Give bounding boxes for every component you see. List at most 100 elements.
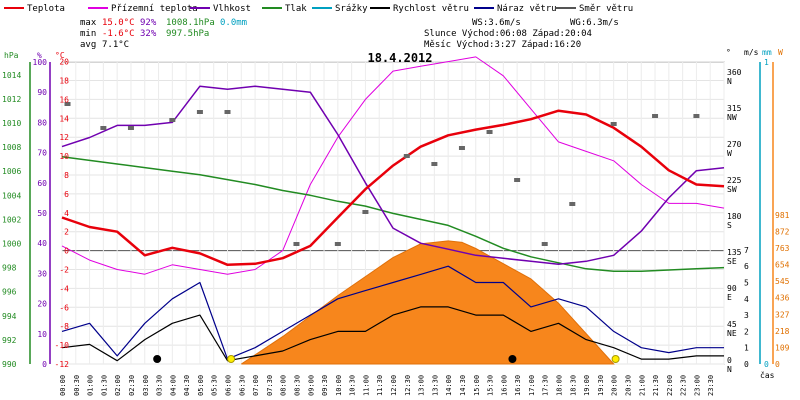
legend-label: Rychlost větru: [393, 4, 469, 14]
tick-temperature: 0: [64, 247, 69, 256]
tick-ms: 4: [744, 295, 749, 304]
tick-w: 436: [775, 294, 790, 303]
tick-temperature: 12: [59, 133, 69, 142]
tick-time: 13:30: [431, 375, 439, 396]
axis-label-humidity: %: [37, 51, 42, 60]
tick-temperature: 8: [64, 171, 69, 180]
tick-w: 109: [775, 343, 790, 352]
wind-direction-point: [100, 126, 107, 130]
tick-direction: 180: [727, 212, 742, 221]
tick-w: 981: [775, 211, 790, 220]
wind-direction-point: [334, 242, 341, 246]
tick-time: 21:00: [638, 375, 646, 396]
stat-min-press: 997.5hPa: [166, 29, 209, 39]
tick-time: 19:30: [597, 375, 605, 396]
tick-time: 04:00: [169, 375, 177, 396]
tick-w: 0: [775, 360, 780, 369]
stat-avg-label: avg: [80, 40, 96, 50]
tick-direction-name: NE: [727, 329, 737, 338]
tick-time: 21:30: [652, 375, 660, 396]
tick-humidity: 90: [37, 88, 47, 97]
tick-humidity: 0: [42, 360, 47, 369]
axis-label-direction: °: [726, 48, 731, 57]
stats-block: max 15.0°C 92% 1008.1hPa 0.0mm min -1.6°…: [80, 18, 619, 50]
stat-max-temp: 15.0°C: [102, 18, 135, 28]
axes: hPa% °C1014101210101008100610041002100099…: [2, 48, 790, 396]
tick-time: 09:30: [321, 375, 329, 396]
legend-label: Náraz větru: [497, 4, 557, 14]
tick-hpa: 996: [2, 288, 17, 297]
stat-min-temp: -1.6°C: [102, 29, 135, 39]
tick-temperature: 10: [59, 152, 69, 161]
tick-direction-name: S: [727, 221, 732, 230]
tick-time: 02:00: [114, 375, 122, 396]
series-lines: [61, 56, 725, 363]
tick-temperature: 4: [64, 209, 69, 218]
stat-avg-temp: 7.1°C: [102, 40, 129, 50]
tick-temperature: 6: [64, 190, 69, 199]
tick-w: 872: [775, 227, 790, 236]
tick-w: 654: [775, 261, 790, 270]
wind-direction-point: [64, 102, 71, 106]
stat-min-label: min: [80, 29, 96, 39]
tick-time: 13:00: [418, 375, 426, 396]
tick-time: 17:30: [542, 375, 550, 396]
tick-humidity: 100: [33, 58, 48, 67]
tick-time: 14:00: [445, 375, 453, 396]
stat-sun: Slunce Východ:06:08 Západ:20:04: [424, 29, 592, 39]
axis-label-hpa: hPa: [4, 51, 19, 60]
wind-direction-point: [224, 110, 231, 114]
tick-time: 03:00: [142, 375, 150, 396]
solar-area: [241, 240, 615, 365]
tick-time: 22:00: [666, 375, 674, 396]
tick-time: 10:00: [335, 375, 343, 396]
wind-direction-point: [514, 178, 521, 182]
tick-humidity: 40: [37, 239, 47, 248]
tick-time: 14:30: [459, 375, 467, 396]
tick-direction: 90: [727, 284, 737, 293]
wind-direction-point: [486, 130, 493, 134]
tick-temperature: 2: [64, 228, 69, 237]
tick-time: 08:30: [293, 375, 301, 396]
tick-hpa: 1000: [2, 240, 21, 249]
tick-direction-name: E: [727, 293, 732, 302]
tick-mm: 0: [764, 360, 769, 369]
tick-hpa: 998: [2, 264, 17, 273]
sunset-icon: [611, 355, 620, 363]
tick-direction: 270: [727, 140, 742, 149]
tick-time: 17:00: [528, 375, 536, 396]
tick-ms: 2: [744, 327, 749, 336]
series-humidity: [61, 85, 725, 266]
tick-hpa: 1008: [2, 143, 21, 152]
tick-time: 02:30: [128, 375, 136, 396]
tick-direction-name: SE: [727, 257, 737, 266]
tick-direction: 360: [727, 68, 742, 77]
tick-hpa: 1002: [2, 215, 21, 224]
wind-direction-point: [458, 146, 465, 150]
series-ground-temperature: [61, 56, 725, 275]
stat-max-press: 1008.1hPa: [166, 18, 215, 28]
tick-ms: 0: [744, 360, 749, 369]
tick-time: 01:30: [100, 375, 108, 396]
tick-time: 03:30: [156, 375, 164, 396]
tick-hpa: 1010: [2, 119, 21, 128]
tick-direction: 0: [727, 356, 732, 365]
tick-direction: 135: [727, 248, 742, 257]
tick-hpa: 1006: [2, 167, 21, 176]
moonset-icon: [508, 355, 517, 363]
tick-direction: 315: [727, 104, 742, 113]
tick-time: 05:00: [197, 375, 205, 396]
axis-label-ms: m/s: [744, 48, 759, 57]
tick-direction-name: N: [727, 365, 732, 374]
legend-label: Srážky: [335, 4, 368, 14]
series-wind-gust: [61, 265, 724, 360]
tick-direction-name: SW: [727, 185, 737, 194]
tick-time: 00:30: [73, 375, 81, 396]
tick-hpa: 990: [2, 360, 17, 369]
axis-label-temperature: °C: [55, 51, 65, 60]
tick-ms: 3: [744, 311, 749, 320]
stat-precip: 0.0mm: [220, 18, 247, 28]
tick-time: 20:30: [624, 375, 632, 396]
wind-direction-point: [169, 118, 176, 122]
